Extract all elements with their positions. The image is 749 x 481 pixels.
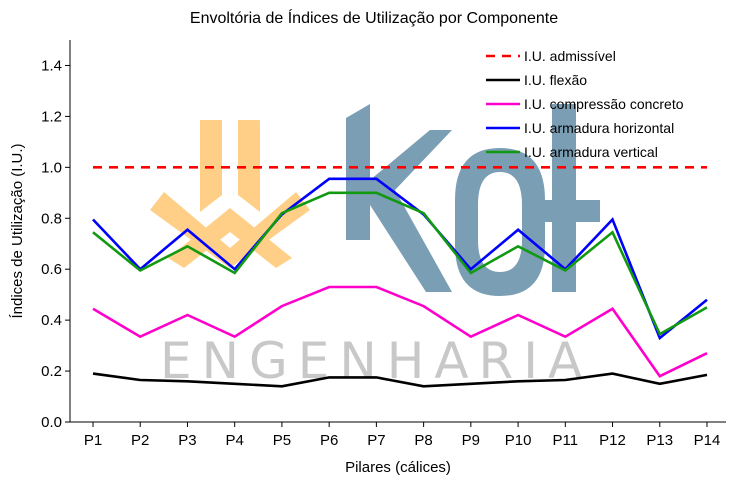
legend-label: I.U. armadura vertical bbox=[524, 144, 658, 160]
x-tick-label: P13 bbox=[646, 432, 673, 449]
x-tick-label: P12 bbox=[599, 432, 626, 449]
x-axis-label: Pilares (cálices) bbox=[345, 459, 451, 476]
x-tick-label: P9 bbox=[462, 432, 480, 449]
chart-title: Envoltória de Índices de Utilização por … bbox=[190, 8, 558, 27]
y-axis-label: Índices de Utilização (I.U.) bbox=[9, 143, 26, 318]
x-tick-label: P14 bbox=[694, 432, 721, 449]
x-tick-label: P11 bbox=[553, 432, 579, 449]
x-tick-label: P1 bbox=[84, 432, 102, 449]
x-tick-label: P4 bbox=[226, 432, 244, 449]
x-tick-label: P2 bbox=[131, 432, 149, 449]
series-line-4 bbox=[92, 177, 708, 341]
legend-label: I.U. flexão bbox=[524, 72, 587, 88]
series-line-5 bbox=[92, 191, 708, 336]
logo-mark-icon bbox=[150, 120, 310, 268]
series-line-3 bbox=[92, 285, 708, 378]
y-tick-label: 0.8 bbox=[41, 210, 62, 227]
y-tick-label: 1.0 bbox=[41, 159, 62, 176]
y-tick-label: 1.4 bbox=[41, 57, 62, 74]
legend-label: I.U. admissível bbox=[524, 48, 616, 64]
x-tick-label: P6 bbox=[320, 432, 338, 449]
x-tick-label: P3 bbox=[178, 432, 196, 449]
legend: I.U. admissível I.U. flexão I.U. compressã… bbox=[486, 48, 684, 160]
y-tick-label: 0.6 bbox=[41, 261, 62, 278]
x-tick-label: P10 bbox=[505, 432, 532, 449]
y-tick-label: 0.2 bbox=[41, 363, 62, 380]
legend-label: I.U. compressão concreto bbox=[524, 96, 684, 112]
x-tick-label: P7 bbox=[367, 432, 385, 449]
x-tick-label: P8 bbox=[414, 432, 432, 449]
legend-label: I.U. armadura horizontal bbox=[524, 120, 674, 136]
plot-area: 0.0 0.2 0.4 0.6 0.8 1.0 1.2 1.4 P1 P2 P3 P4 P5 P6 P7 P… bbox=[41, 40, 726, 449]
logo-kot-icon bbox=[346, 104, 600, 296]
y-tick-label: 1.2 bbox=[41, 108, 62, 125]
y-tick-label: 0.4 bbox=[41, 312, 62, 329]
series-line-2 bbox=[92, 372, 708, 388]
y-tick-label: 0.0 bbox=[41, 414, 62, 431]
x-tick-label: P5 bbox=[273, 432, 291, 449]
